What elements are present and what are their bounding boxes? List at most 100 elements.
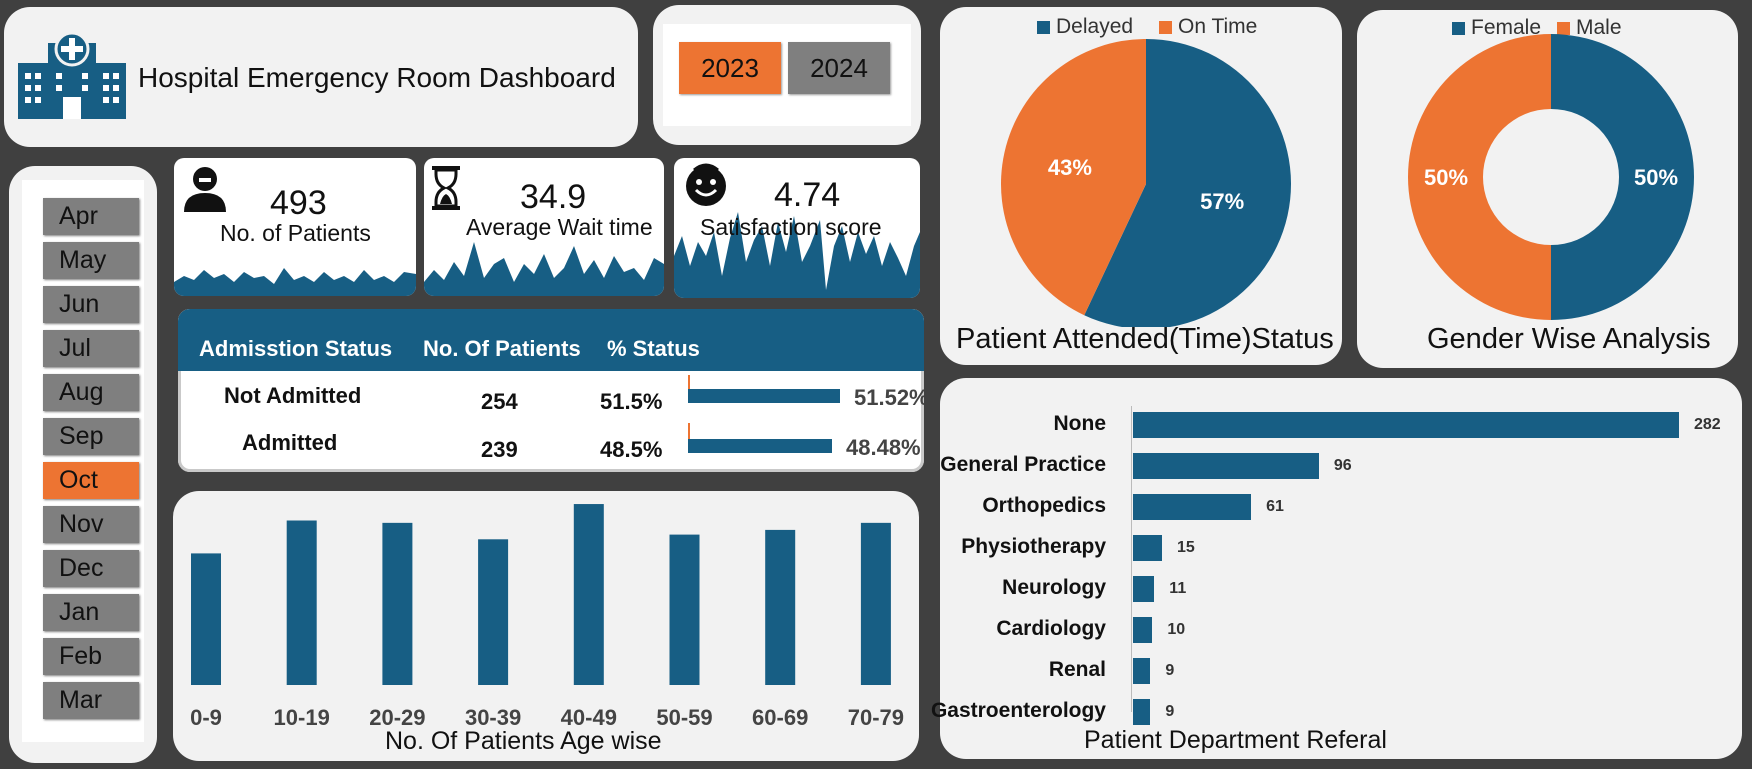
header-admission-status: Admisstion Status: [199, 336, 393, 361]
pie-slice-male: [1408, 34, 1551, 320]
age-category-label: 70-79: [847, 705, 905, 730]
department-value-label: 10: [1167, 621, 1186, 638]
month-button-sep[interactable]: Sep: [43, 418, 139, 455]
patients-label: No. of Patients: [220, 220, 371, 246]
row-pct: 48.5%: [600, 437, 663, 462]
age-bar: [765, 529, 796, 685]
age-chart-panel: 0-9 10-19 20-29 30-39 40-49 50-59 60-69 70-79 N…: [173, 491, 919, 761]
patients-value: 493: [270, 184, 327, 222]
pie-data-label: 50%: [1634, 165, 1678, 190]
department-bar: [1133, 535, 1163, 561]
wait-time-value: 34.9: [520, 178, 587, 216]
age-category-label: 10-19: [273, 705, 330, 730]
age-bar: [191, 553, 221, 685]
pie-slice-female: [1551, 34, 1694, 320]
department-label: Physiotherapy: [961, 535, 1106, 558]
time-status-title: Patient Attended(Time)Status: [956, 323, 1334, 355]
title-panel: Hospital Emergency Room Dashboard: [4, 7, 638, 147]
month-button-oct[interactable]: Oct: [43, 462, 139, 499]
age-bar: [478, 539, 509, 685]
month-button-may[interactable]: May: [43, 242, 139, 279]
pie-data-label: 43%: [1048, 155, 1092, 180]
department-label: Orthopedics: [982, 494, 1106, 517]
department-label: None: [1053, 412, 1107, 435]
month-button-nov[interactable]: Nov: [43, 506, 139, 543]
pie-slice-delayed: [1084, 39, 1291, 327]
age-category-label: 50-59: [656, 705, 713, 730]
header-pct-status: % Status: [607, 336, 700, 361]
year-button-2023[interactable]: 2023: [679, 42, 781, 94]
admission-table: Admisstion Status No. Of Patients % Stat…: [178, 309, 924, 472]
age-category-label: 20-29: [369, 705, 426, 730]
department-label: Neurology: [1002, 576, 1106, 599]
row-pct: 51.5%: [600, 389, 663, 414]
department-value-label: 15: [1177, 539, 1195, 556]
row-bar-axis: [688, 375, 690, 391]
page-title: Hospital Emergency Room Dashboard: [138, 62, 616, 93]
pie-data-label: 57%: [1200, 189, 1244, 214]
department-value-label: 9: [1165, 662, 1175, 679]
department-chart-panel: None 282 General Practice 96 Orthopedics 61 Ph…: [931, 378, 1742, 759]
row-bar: [688, 389, 840, 403]
age-category-label: 40-49: [560, 705, 617, 730]
year-slicer: 2023 2024: [653, 5, 921, 145]
month-button-mar[interactable]: Mar: [43, 682, 139, 719]
satisfaction-label: Satisfaction score: [700, 214, 882, 240]
legend-on-time: On Time: [1159, 15, 1257, 39]
department-bar: [1133, 412, 1679, 438]
department-bar: [1133, 576, 1155, 602]
department-value-label: 9: [1165, 703, 1175, 720]
row-bar-axis: [688, 423, 690, 439]
month-button-feb[interactable]: Feb: [43, 638, 139, 675]
department-axis-line: [1131, 406, 1132, 712]
hourglass-icon: [432, 166, 460, 210]
satisfaction-sparkline: [674, 212, 920, 298]
month-button-jul[interactable]: Jul: [43, 330, 139, 367]
legend-female: Female: [1452, 16, 1541, 40]
month-button-aug[interactable]: Aug: [43, 374, 139, 411]
month-button-jan[interactable]: Jan: [43, 594, 139, 631]
row-bar: [688, 439, 832, 453]
month-button-apr[interactable]: Apr: [43, 198, 139, 235]
age-bar: [573, 504, 604, 685]
wait-time-sparkline: [424, 242, 664, 296]
pie-data-label: 50%: [1424, 165, 1468, 190]
gender-donut: 50% 50%: [1408, 34, 1694, 320]
satisfaction-value: 4.74: [774, 176, 841, 214]
time-status-panel: Delayed On Time 57% 43% Patient Attended(…: [940, 7, 1342, 365]
age-bar: [669, 534, 700, 685]
wait-time-label: Average Wait time: [466, 214, 653, 240]
patients-sparkline: [174, 268, 416, 296]
header-no-of-patients: No. Of Patients: [423, 336, 581, 361]
age-category-label: 60-69: [752, 705, 809, 730]
time-status-pie: 57% 43%: [1001, 38, 1291, 327]
age-bar: [286, 520, 317, 685]
department-chart-title: Patient Department Referal: [1084, 726, 1387, 754]
legend-male: Male: [1557, 16, 1622, 40]
month-slicer: Apr May Jun Jul Aug Sep Oct Nov Dec Jan …: [9, 166, 157, 763]
hospital-icon: [18, 31, 126, 119]
year-button-2024[interactable]: 2024: [788, 42, 890, 94]
age-chart-title: No. Of Patients Age wise: [385, 727, 662, 755]
gender-title: Gender Wise Analysis: [1427, 323, 1711, 355]
department-value-label: 96: [1333, 457, 1352, 474]
department-value-label: 282: [1694, 416, 1721, 433]
kpi-patients: 493 No. of Patients: [174, 158, 416, 296]
kpi-wait-time: 34.9 Average Wait time: [424, 158, 664, 296]
row-count: 239: [481, 437, 518, 462]
gender-panel: Female Male 50% 50% Gender Wise Analysis: [1357, 10, 1738, 368]
row-count: 254: [481, 389, 518, 414]
department-bar: [1133, 699, 1151, 725]
department-bar: [1133, 658, 1151, 684]
month-button-dec[interactable]: Dec: [43, 550, 139, 587]
department-bar: [1133, 494, 1252, 520]
age-chart: [191, 504, 891, 685]
age-category-label: 0-9: [190, 705, 222, 730]
row-status: Not Admitted: [224, 383, 362, 408]
person-icon: [184, 167, 226, 212]
month-button-jun[interactable]: Jun: [43, 286, 139, 323]
department-value-label: 11: [1169, 580, 1187, 597]
department-bar: [1133, 617, 1153, 643]
row-status: Admitted: [242, 430, 338, 455]
department-label: General Practice: [940, 453, 1106, 476]
